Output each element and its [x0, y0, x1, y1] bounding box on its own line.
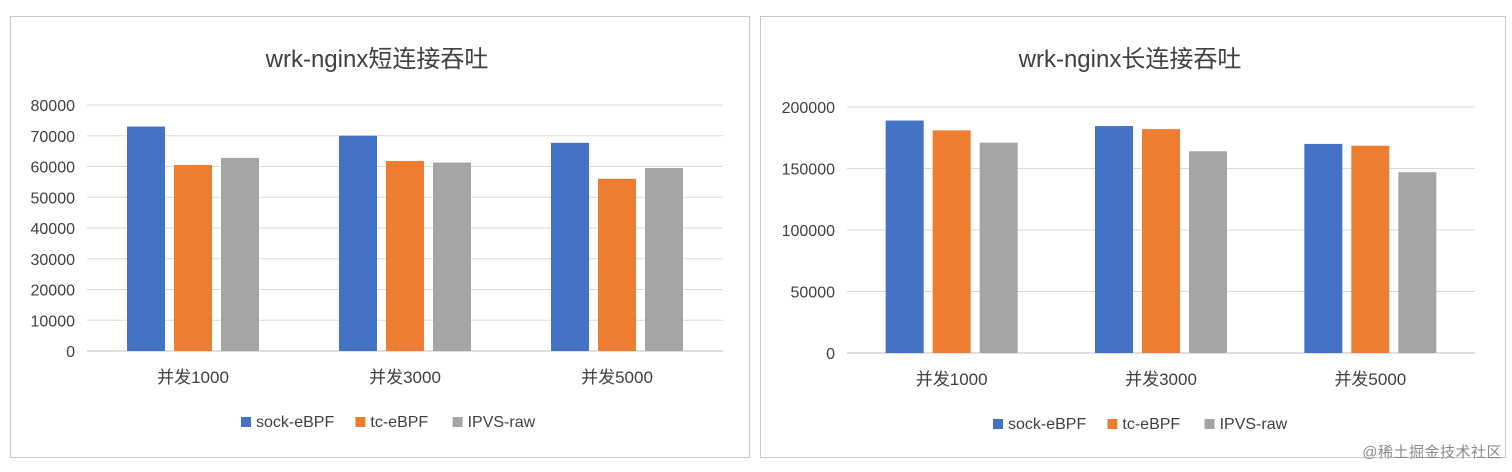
- x-tick-label: 并发3000: [1125, 370, 1197, 389]
- legend-label-sock-eBPF: sock-eBPF: [256, 414, 334, 431]
- x-tick-label: 并发5000: [581, 368, 653, 387]
- x-tick-label: 并发1000: [916, 370, 988, 389]
- x-tick-label: 并发3000: [369, 368, 441, 387]
- bar-tc-eBPF: [174, 164, 212, 351]
- bar-tc-eBPF: [598, 178, 636, 351]
- y-tick-label: 50000: [791, 285, 836, 302]
- bar-IPVS-raw: [433, 162, 471, 351]
- y-tick-label: 40000: [31, 221, 76, 238]
- y-tick-label: 60000: [31, 160, 76, 177]
- legend-swatch-sock-eBPF: [993, 419, 1003, 429]
- legend-swatch-tc-eBPF: [355, 417, 366, 427]
- y-tick-label: 30000: [31, 252, 76, 269]
- legend-label-tc-eBPF: tc-eBPF: [370, 414, 428, 431]
- bar-sock-eBPF: [127, 126, 165, 352]
- y-tick-label: 20000: [31, 283, 76, 300]
- bar-sock-eBPF: [885, 120, 924, 353]
- legend-label-sock-eBPF: sock-eBPF: [1008, 416, 1086, 433]
- bar-sock-eBPF: [1304, 143, 1343, 353]
- x-tick-label: 并发1000: [157, 368, 229, 387]
- legend-swatch-tc-eBPF: [1107, 419, 1118, 429]
- x-tick-label: 并发5000: [1334, 370, 1406, 389]
- bar-IPVS-raw: [1189, 151, 1227, 353]
- chart-long-connection: wrk-nginx长连接吞吐 0 50000 100000 150000 200000 并发…: [782, 46, 1475, 433]
- y-tick-label: 0: [66, 344, 75, 361]
- y-tick-label: 10000: [31, 313, 76, 330]
- y-tick-label: 0: [826, 346, 835, 363]
- bar-sock-eBPF: [551, 142, 589, 351]
- bar-IPVS-raw: [221, 157, 259, 351]
- y-tick-label: 150000: [782, 162, 835, 179]
- legend-swatch-sock-eBPF: [241, 417, 251, 427]
- chart-panel-long-connection: wrk-nginx长连接吞吐 0 50000 100000 150000 200000 并发…: [760, 16, 1506, 458]
- y-tick-label: 50000: [31, 190, 76, 207]
- chart-title: wrk-nginx长连接吞吐: [1018, 46, 1242, 73]
- bar-IPVS-raw: [1398, 172, 1437, 353]
- y-tick-label: 70000: [31, 129, 76, 146]
- bar-sock-eBPF: [339, 135, 377, 351]
- chart-short-connection: wrk-nginx短连接吞吐 0 10000 20000 30000 40000 50000…: [31, 46, 723, 431]
- bar-IPVS-raw: [645, 168, 683, 351]
- chart-title: wrk-nginx短连接吞吐: [265, 46, 489, 73]
- bar-tc-eBPF: [1351, 145, 1390, 353]
- bar-tc-eBPF: [1142, 129, 1180, 353]
- legend-label-IPVS-raw: IPVS-raw: [468, 414, 536, 431]
- legend-label-tc-eBPF: tc-eBPF: [1122, 416, 1180, 433]
- bar-IPVS-raw: [979, 142, 1018, 353]
- y-tick-label: 200000: [782, 100, 835, 117]
- bar-sock-eBPF: [1095, 126, 1133, 353]
- legend-swatch-IPVS-raw: [452, 417, 463, 427]
- y-tick-label: 80000: [31, 98, 76, 115]
- legend-swatch-IPVS-raw: [1204, 419, 1215, 429]
- watermark: @稀土掘金技术社区: [1362, 444, 1502, 461]
- y-tick-label: 100000: [782, 223, 835, 240]
- legend-label-IPVS-raw: IPVS-raw: [1220, 416, 1288, 433]
- bar-tc-eBPF: [932, 130, 971, 353]
- bar-tc-eBPF: [386, 160, 424, 351]
- chart-panel-short-connection: wrk-nginx短连接吞吐 0 10000 20000 30000 40000 50000…: [10, 16, 750, 458]
